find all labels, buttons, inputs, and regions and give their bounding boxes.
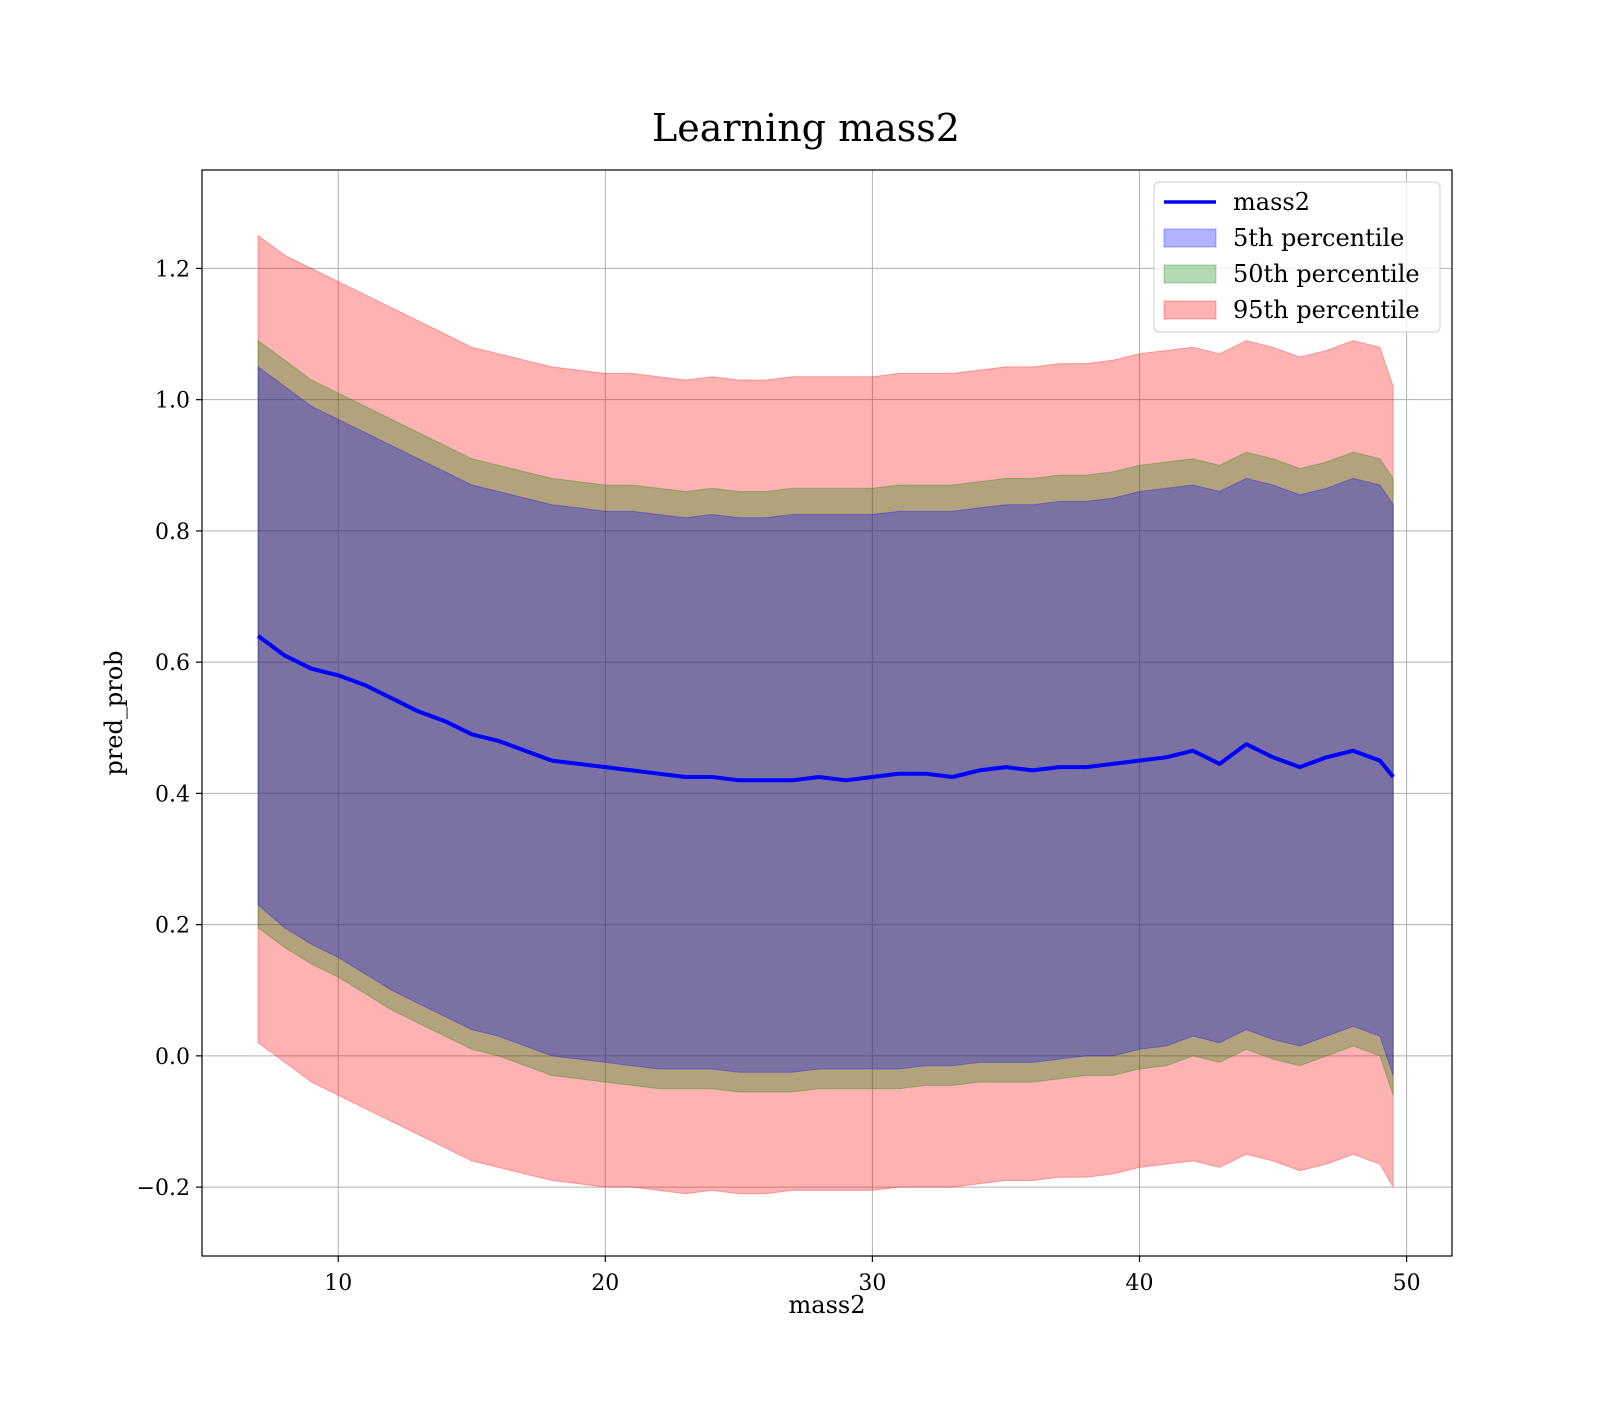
legend-box [1153,181,1441,333]
chart-title: Learning mass2 [652,106,960,150]
x-tick-label: 40 [1126,1271,1154,1296]
band-95th-percentile [257,234,1394,1195]
x-tick-label: 50 [1393,1271,1421,1296]
series-line-mass2 [256,634,1395,783]
x-tick-label: 30 [858,1271,886,1296]
legend: mass2 5th percentile 50th percentile 95th p… [1153,181,1441,333]
legend-label: 5th percentile [1233,224,1404,252]
y-tick-label: 0.4 [155,782,190,807]
band-50th-percentile [257,339,1394,1096]
legend-label: mass2 [1233,188,1310,216]
x-tick-label: 20 [591,1271,619,1296]
legend-swatch [1163,264,1217,284]
x-axis-label: mass2 [789,1291,866,1319]
band-5th-percentile [257,365,1394,1076]
tick-layer: 10 20 30 40 50 −0.2 0.0 0.2 0.4 0.6 0.8 1.0 1.2 [137,257,1421,1296]
y-tick-label: −0.2 [137,1176,190,1201]
plot-frame [201,169,1453,1257]
x-tick-label: 10 [324,1271,352,1296]
y-tick-label: 1.0 [155,389,190,414]
y-tick-label: 0.6 [155,651,190,676]
y-tick-label: 0.2 [155,914,190,939]
y-tick-label: 0.0 [155,1045,190,1070]
legend-label: 50th percentile [1233,260,1420,288]
legend-swatch [1163,228,1217,248]
legend-swatch [1163,300,1217,320]
y-axis-label: pred_prob [100,650,128,775]
y-tick-label: 0.8 [155,520,190,545]
legend-label: 95th percentile [1233,296,1420,324]
y-tick-label: 1.2 [155,257,190,282]
plot-layer [202,170,1452,1256]
